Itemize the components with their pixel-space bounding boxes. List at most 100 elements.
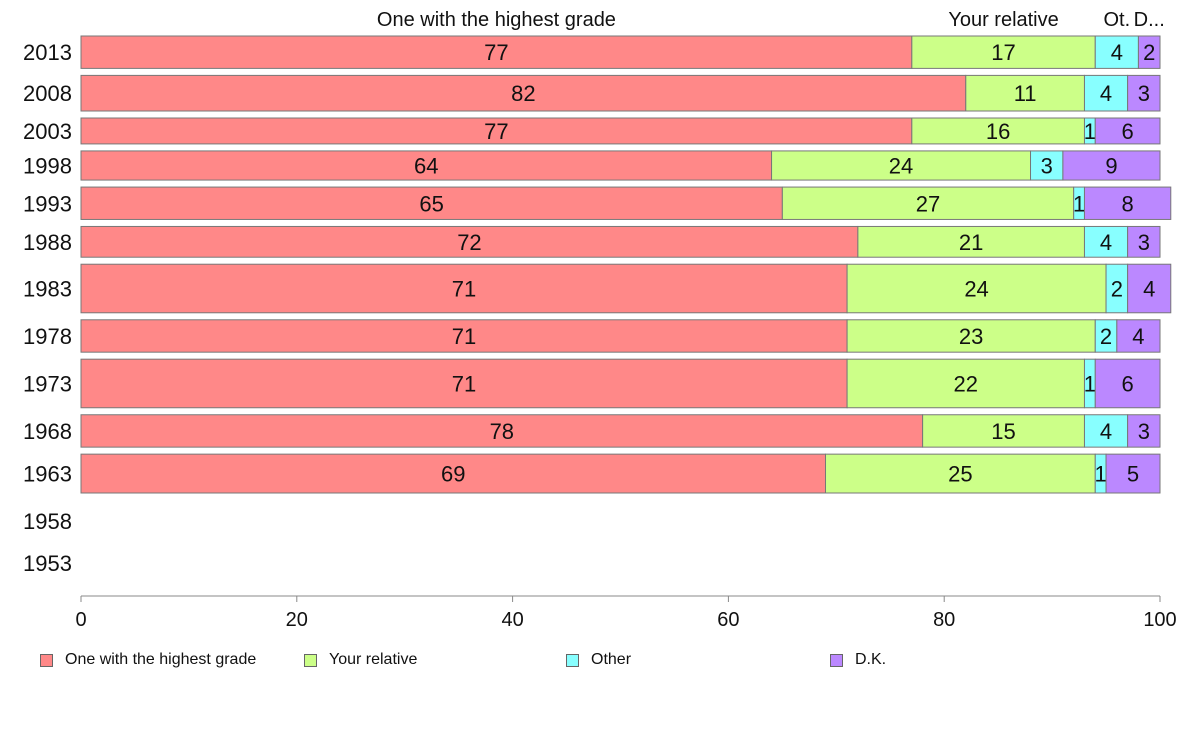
bar-2003-s3 <box>1094 117 1161 145</box>
legend-swatch-other <box>566 653 579 667</box>
data-label-1983-s2: 2 <box>1111 277 1123 302</box>
bar-1993-s0 <box>80 186 783 220</box>
data-label-1963-s2: 1 <box>1095 462 1107 487</box>
data-label-1998-s0: 64 <box>414 153 438 178</box>
legend-item-highest-grade: One with the highest grade <box>40 648 256 672</box>
data-label-1993-s3: 8 <box>1122 191 1134 216</box>
data-label-1963-s3: 5 <box>1127 462 1139 487</box>
y-tick-label-1998: 1998 <box>23 153 72 178</box>
data-label-2003-s1: 16 <box>986 119 1010 144</box>
data-label-1963-s0: 69 <box>441 462 465 487</box>
column-header-2: Ot. <box>1104 9 1131 31</box>
data-label-1993-s2: 1 <box>1073 191 1085 216</box>
legend-item-other: Other <box>566 648 631 672</box>
data-label-1978-s0: 71 <box>452 324 476 349</box>
bar-1983-s3 <box>1127 263 1172 314</box>
bar-2008-s3 <box>1127 74 1161 112</box>
bar-1963-s3 <box>1105 453 1161 494</box>
bar-2013-s1 <box>911 35 1096 69</box>
data-label-1968-s2: 4 <box>1100 419 1112 444</box>
bar-2008-s2 <box>1083 74 1129 112</box>
data-label-1973-s1: 22 <box>954 371 978 396</box>
bar-1978-s1 <box>846 319 1096 353</box>
x-tick-label-0: 0 <box>75 609 86 631</box>
data-label-1983-s1: 24 <box>964 277 988 302</box>
x-tick-label-40: 40 <box>501 609 523 631</box>
legend-label-highest-grade: One with the highest grade <box>65 651 257 668</box>
bar-1988-s3 <box>1127 225 1161 258</box>
bar-1978-s3 <box>1116 319 1161 353</box>
bar-1973-s0 <box>80 358 848 409</box>
bar-2008-s0 <box>80 74 967 112</box>
data-label-1973-s2: 1 <box>1084 371 1096 396</box>
bar-2013-s0 <box>80 35 913 69</box>
data-label-1998-s3: 9 <box>1105 153 1117 178</box>
y-tick-label-2013: 2013 <box>23 40 72 65</box>
data-label-1968-s1: 15 <box>991 419 1015 444</box>
legend-swatch-highest-grade <box>40 653 53 667</box>
data-label-2003-s2: 1 <box>1084 119 1096 144</box>
bar-1963-s0 <box>80 453 827 494</box>
bar-1973-s3 <box>1094 358 1161 409</box>
data-label-1998-s1: 24 <box>889 153 913 178</box>
data-label-1963-s1: 25 <box>948 462 972 487</box>
y-tick-label-1983: 1983 <box>23 277 72 302</box>
data-label-2013-s3: 2 <box>1143 40 1155 65</box>
data-label-1978-s1: 23 <box>959 324 983 349</box>
legend-label-your-relative: Your relative <box>329 651 418 668</box>
y-tick-label-1953: 1953 <box>23 551 72 576</box>
data-label-1983-s3: 4 <box>1143 277 1155 302</box>
y-tick-label-2003: 2003 <box>23 119 72 144</box>
bar-1988-s2 <box>1083 225 1129 258</box>
x-tick-label-20: 20 <box>286 609 308 631</box>
bar-1998-s1 <box>771 150 1032 181</box>
data-label-1993-s1: 27 <box>916 191 940 216</box>
bar-1998-s0 <box>80 150 773 181</box>
column-header-3: D... <box>1134 9 1165 31</box>
bar-1998-s3 <box>1062 150 1161 181</box>
legend-item-your-relative: Your relative <box>304 648 417 672</box>
bar-2008-s1 <box>965 74 1085 112</box>
legend: One with the highest grade Your relative… <box>0 648 1188 672</box>
data-label-2008-s0: 82 <box>511 81 535 106</box>
bar-2013-s2 <box>1094 35 1139 69</box>
data-label-2003-s0: 77 <box>484 119 508 144</box>
data-label-2003-s3: 6 <box>1122 119 1134 144</box>
column-header-0: One with the highest grade <box>377 9 616 31</box>
legend-item-dk: D.K. <box>830 648 886 672</box>
bar-1993-s3 <box>1083 186 1172 220</box>
x-tick-label-100: 100 <box>1143 609 1176 631</box>
y-tick-label-1968: 1968 <box>23 419 72 444</box>
column-header-1: Your relative <box>948 9 1058 31</box>
y-tick-label-1973: 1973 <box>23 371 72 396</box>
x-tick-label-80: 80 <box>933 609 955 631</box>
data-label-1983-s0: 71 <box>452 277 476 302</box>
data-label-2013-s1: 17 <box>991 40 1015 65</box>
bar-1983-s1 <box>846 263 1107 314</box>
data-label-2008-s3: 3 <box>1138 81 1150 106</box>
bar-1978-s0 <box>80 319 848 353</box>
bar-1993-s1 <box>781 186 1075 220</box>
bar-1973-s1 <box>846 358 1085 409</box>
data-label-1968-s3: 3 <box>1138 419 1150 444</box>
y-tick-label-1988: 1988 <box>23 230 72 255</box>
data-label-2013-s2: 4 <box>1111 40 1123 65</box>
data-label-2013-s0: 77 <box>484 40 508 65</box>
data-label-1988-s3: 3 <box>1138 230 1150 255</box>
data-label-1998-s2: 3 <box>1041 153 1053 178</box>
y-tick-label-1958: 1958 <box>23 509 72 534</box>
y-tick-label-1978: 1978 <box>23 324 72 349</box>
legend-swatch-your-relative <box>304 653 317 667</box>
bar-1968-s2 <box>1083 414 1129 448</box>
data-label-1988-s2: 4 <box>1100 230 1112 255</box>
bar-1968-s0 <box>80 414 924 448</box>
data-label-1973-s3: 6 <box>1122 371 1134 396</box>
bar-2013-s3 <box>1137 35 1161 69</box>
data-label-1988-s0: 72 <box>457 230 481 255</box>
data-label-1978-s3: 4 <box>1132 324 1144 349</box>
data-label-2008-s2: 4 <box>1100 81 1112 106</box>
y-tick-label-1963: 1963 <box>23 462 72 487</box>
legend-swatch-dk <box>830 653 843 667</box>
bar-2003-s1 <box>911 117 1085 145</box>
data-label-1973-s0: 71 <box>452 371 476 396</box>
